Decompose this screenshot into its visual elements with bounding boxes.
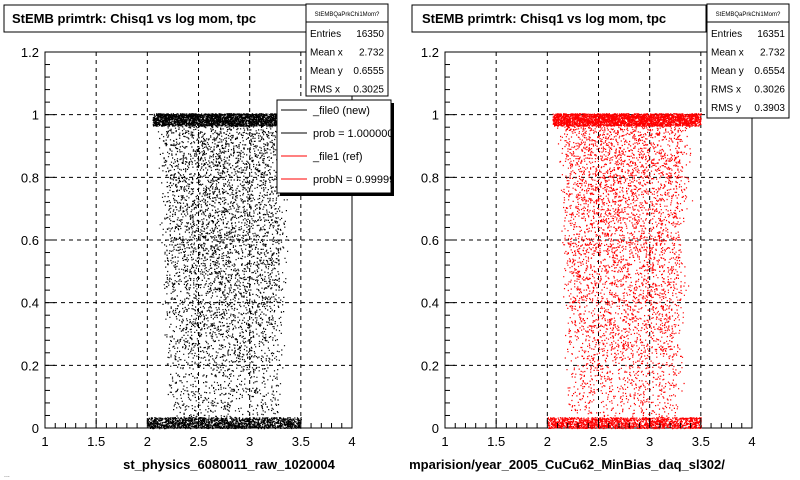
- stats-value: 2.732: [760, 48, 785, 59]
- stats-value: 0.6555: [353, 66, 384, 77]
- x-axis-label-left: st_physics_6080011_raw_1020004: [123, 457, 336, 472]
- x-axis-label-right: mparision/year_2005_CuCu62_MinBias_daq_s…: [409, 457, 725, 472]
- stats-label: Mean x: [310, 48, 343, 59]
- stats-label: RMS y: [711, 103, 741, 114]
- chart-left: 1 1.5 2 2.5 3 3.5 4 0 0.2 0.4 0.6 0.8 1 1.2 st_physic…: [3, 3, 401, 472]
- y-tick-label: 0: [32, 421, 39, 436]
- x-tick-label: 3: [246, 434, 253, 449]
- legend-entry: _file1 (ref): [312, 151, 363, 163]
- y-tick-label: 1: [32, 108, 39, 123]
- stats-value: 2.732: [359, 48, 384, 59]
- title-box-right: StEMB primtrk: Chisq1 vs log mom, tpc: [411, 4, 707, 33]
- y-tick-label: 0.6: [21, 233, 39, 248]
- x-tick-label: 3.5: [692, 434, 710, 449]
- x-tick-label: 4: [348, 434, 355, 449]
- x-tick-label: 2: [144, 434, 151, 449]
- x-tick-label: 4: [748, 434, 755, 449]
- axis-ticks-left: 1 1.5 2 2.5 3 3.5 4 0 0.2 0.4 0.6 0.8 1 1.2: [21, 45, 356, 449]
- stats-value: 0.3903: [754, 103, 785, 114]
- y-tick-label: 0.8: [21, 170, 39, 185]
- legend-box-left: _file0 (new) prob = 1.000000 _file1 (ref) p…: [276, 99, 401, 196]
- stats-box-right: StEMBQaPrkChi1Mom? Entries 16351 Mean x 2.7…: [706, 3, 790, 119]
- x-tick-label: 2.5: [189, 434, 207, 449]
- axis-ticks-right: 1 1.5 2 2.5 3 3.5 4 0 0.2 0.4 0.6 0.8 1 1.2: [421, 45, 756, 449]
- stats-label: RMS x: [310, 85, 340, 96]
- stats-label: Mean y: [310, 66, 343, 77]
- chart-right: 1 1.5 2 2.5 3 3.5 4 0 0.2 0.4 0.6 0.8 1 1.2 mparision…: [409, 3, 790, 472]
- legend-entry: probN = 0.999999: [313, 174, 401, 186]
- y-tick-label: 0.8: [421, 170, 439, 185]
- title-box-left: StEMB primtrk: Chisq1 vs log mom, tpc: [3, 4, 307, 33]
- stats-label: RMS x: [711, 85, 741, 96]
- stats-label: Mean y: [711, 66, 744, 77]
- x-tick-label: 3.5: [292, 434, 310, 449]
- x-tick-label: 1.5: [87, 434, 105, 449]
- x-tick-label: 1.5: [487, 434, 505, 449]
- y-tick-label: 0.2: [21, 358, 39, 373]
- scatter-markers: [147, 113, 302, 430]
- y-tick-label: 0.2: [421, 358, 439, 373]
- stats-value: 0.3025: [353, 85, 384, 96]
- stats-value: 16351: [757, 29, 785, 40]
- stats-value: 16350: [356, 29, 384, 40]
- footer-note: ...: [4, 472, 10, 479]
- y-tick-label: 1: [432, 108, 439, 123]
- y-tick-label: 0.4: [21, 296, 39, 311]
- stats-title-left: StEMBQaPrkChi1Mom?: [315, 12, 380, 18]
- y-tick-label: 0: [432, 421, 439, 436]
- chart-title-right: StEMB primtrk: Chisq1 vs log mom, tpc: [422, 11, 666, 26]
- x-tick-label: 3: [646, 434, 653, 449]
- stats-label: Entries: [711, 29, 742, 40]
- x-tick-label: 2: [544, 434, 551, 449]
- chart-title-left: StEMB primtrk: Chisq1 vs log mom, tpc: [12, 11, 256, 26]
- y-tick-label: 0.4: [421, 296, 439, 311]
- stats-label: Entries: [310, 29, 341, 40]
- stats-value: 0.6554: [754, 66, 785, 77]
- legend-entry: prob = 1.000000: [313, 128, 393, 140]
- y-tick-label: 1.2: [21, 45, 39, 60]
- y-tick-label: 1.2: [421, 45, 439, 60]
- scatter-markers: [547, 113, 702, 430]
- legend-entry: _file0 (new): [312, 105, 370, 117]
- scatter-points-right: [547, 113, 702, 430]
- x-tick-label: 1: [441, 434, 448, 449]
- scatter-points-left: [147, 113, 302, 430]
- stats-title-right: StEMBQaPrkChi1Mom?: [716, 12, 781, 18]
- stats-box-left: StEMBQaPrkChi1Mom? Entries 16350 Mean x 2.7…: [305, 3, 389, 97]
- stats-value: 0.3026: [754, 85, 785, 96]
- stats-label: Mean x: [711, 48, 744, 59]
- x-tick-label: 1: [41, 434, 48, 449]
- y-tick-label: 0.6: [421, 233, 439, 248]
- x-tick-label: 2.5: [589, 434, 607, 449]
